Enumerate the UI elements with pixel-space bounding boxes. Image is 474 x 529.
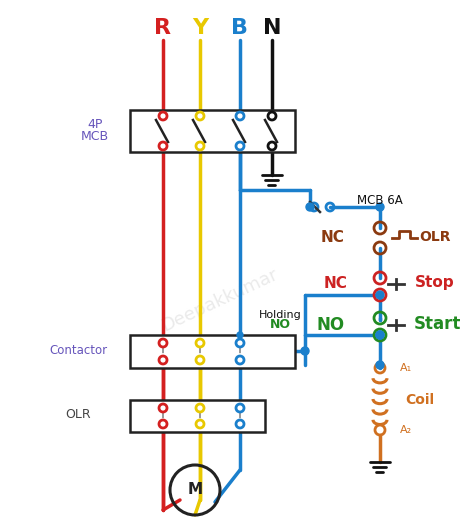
Bar	[130, 110, 295, 152]
Text: Start: Start	[413, 315, 461, 333]
Text: A₁: A₁	[400, 363, 412, 373]
Text: R: R	[155, 18, 172, 38]
Text: NO: NO	[317, 316, 345, 334]
Circle shape	[306, 203, 314, 211]
Text: Stop: Stop	[415, 276, 455, 290]
Text: Y: Y	[192, 18, 208, 38]
Bar	[130, 335, 295, 368]
Text: 4P: 4P	[87, 118, 103, 132]
Circle shape	[376, 291, 384, 299]
Circle shape	[301, 347, 309, 355]
Circle shape	[376, 361, 384, 369]
Circle shape	[376, 331, 384, 339]
Text: Deepakkumar: Deepakkumar	[159, 265, 281, 335]
Text: MCB: MCB	[81, 131, 109, 143]
Text: NC: NC	[321, 230, 345, 244]
Text: M: M	[187, 482, 202, 497]
Text: N: N	[263, 18, 281, 38]
Text: Holding: Holding	[259, 310, 301, 320]
Bar	[130, 400, 265, 432]
Text: MCB 6A: MCB 6A	[357, 194, 403, 206]
Text: NC: NC	[324, 277, 348, 291]
Text: A₂: A₂	[400, 425, 412, 435]
Text: Contactor: Contactor	[49, 343, 107, 357]
Text: Coil: Coil	[405, 393, 434, 407]
Text: B: B	[231, 18, 248, 38]
Circle shape	[376, 203, 384, 211]
Circle shape	[376, 331, 384, 339]
Text: OLR: OLR	[65, 408, 91, 422]
Text: OLR: OLR	[419, 230, 451, 244]
Text: NO: NO	[270, 318, 291, 332]
Circle shape	[237, 332, 243, 338]
